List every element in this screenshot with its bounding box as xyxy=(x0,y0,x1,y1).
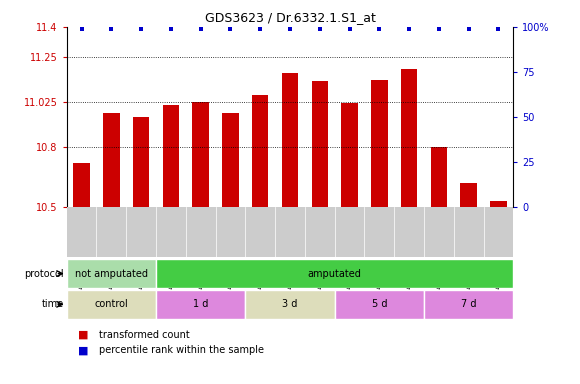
Bar xyxy=(245,290,335,319)
Bar xyxy=(156,290,245,319)
Point xyxy=(226,26,235,32)
Bar xyxy=(156,259,513,288)
Point xyxy=(404,26,414,32)
Text: control: control xyxy=(95,299,128,310)
Text: transformed count: transformed count xyxy=(99,329,189,340)
Bar xyxy=(103,113,119,207)
Title: GDS3623 / Dr.6332.1.S1_at: GDS3623 / Dr.6332.1.S1_at xyxy=(205,11,375,24)
Point xyxy=(256,26,265,32)
Point xyxy=(285,26,295,32)
Bar xyxy=(424,290,513,319)
Bar xyxy=(311,81,328,207)
Bar xyxy=(371,80,387,207)
Text: not amputated: not amputated xyxy=(75,268,148,279)
Point xyxy=(345,26,354,32)
Text: time: time xyxy=(42,299,64,310)
Point xyxy=(107,26,116,32)
Bar xyxy=(490,201,506,207)
Point xyxy=(77,26,86,32)
Text: protocol: protocol xyxy=(24,268,64,279)
Bar xyxy=(431,147,447,207)
Text: amputated: amputated xyxy=(308,268,361,279)
Bar xyxy=(222,113,238,207)
Bar xyxy=(282,73,298,207)
Text: ■: ■ xyxy=(78,345,89,355)
Text: 5 d: 5 d xyxy=(372,299,387,310)
Bar xyxy=(133,117,149,207)
Bar xyxy=(401,69,417,207)
Bar xyxy=(67,290,156,319)
Bar xyxy=(74,163,90,207)
Point xyxy=(464,26,473,32)
Point xyxy=(375,26,384,32)
Bar xyxy=(461,183,477,207)
Bar xyxy=(335,290,424,319)
Bar xyxy=(252,95,269,207)
Point xyxy=(434,26,444,32)
Bar xyxy=(67,259,156,288)
Bar xyxy=(342,103,358,207)
Bar xyxy=(163,105,179,207)
Point xyxy=(494,26,503,32)
Point xyxy=(315,26,324,32)
Point xyxy=(196,26,205,32)
Text: 3 d: 3 d xyxy=(282,299,298,310)
Text: ■: ■ xyxy=(78,329,89,340)
Text: 1 d: 1 d xyxy=(193,299,208,310)
Point xyxy=(136,26,146,32)
Bar xyxy=(193,102,209,207)
Text: percentile rank within the sample: percentile rank within the sample xyxy=(99,345,263,355)
Text: 7 d: 7 d xyxy=(461,299,476,310)
Point xyxy=(166,26,176,32)
